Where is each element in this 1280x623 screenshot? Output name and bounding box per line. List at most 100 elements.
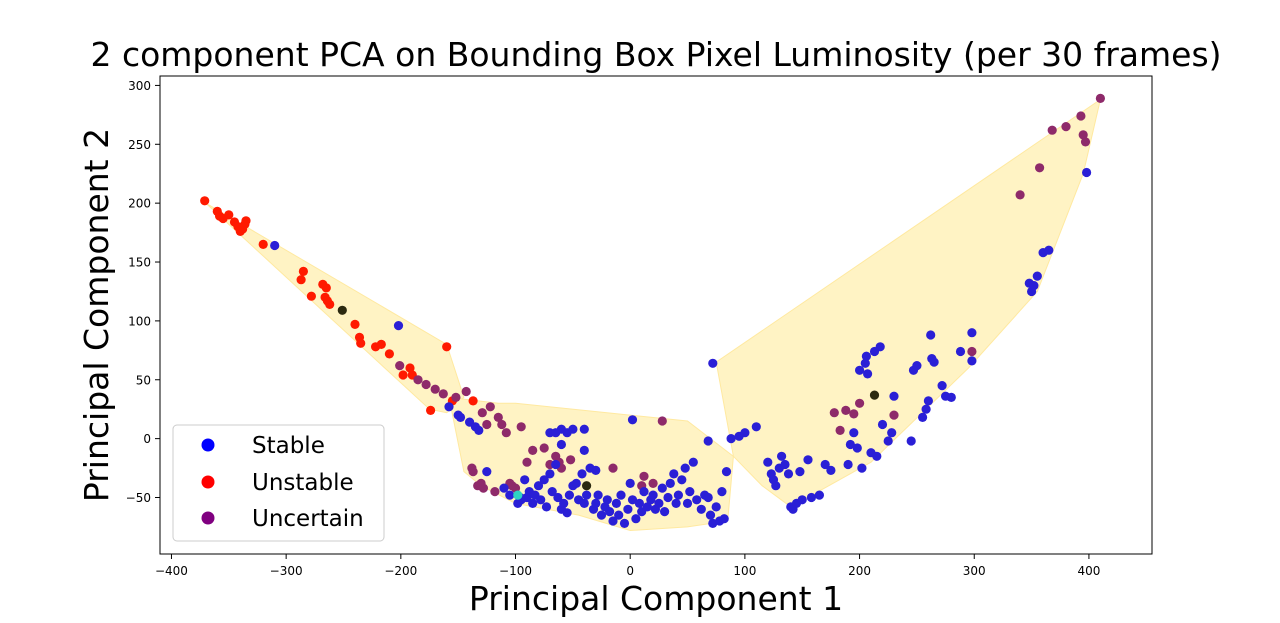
point-uncertain [478, 483, 488, 493]
point-stable [926, 330, 936, 340]
point-stable [719, 514, 729, 524]
point-stable [806, 492, 817, 503]
legend: Stable Unstable Uncertain [172, 424, 385, 542]
point-stable [579, 424, 589, 434]
x-tick-label: −300 [270, 564, 303, 578]
point-stable [657, 483, 667, 493]
point-unstable [376, 339, 386, 349]
point-series-3 [869, 390, 880, 400]
point-stable [826, 465, 836, 475]
y-tick-label: −50 [126, 491, 151, 505]
point-stable [551, 459, 561, 470]
point-unstable [405, 363, 415, 373]
point-stable [860, 358, 870, 368]
point-stable [634, 498, 645, 508]
point-stable [474, 425, 484, 435]
point-unstable [356, 338, 366, 348]
point-stable [627, 415, 638, 425]
point-stable [703, 436, 713, 446]
x-tick-label: −100 [499, 564, 532, 578]
y-tick-label: 0 [143, 432, 151, 446]
point-stable [923, 396, 934, 406]
x-tick-label: 0 [626, 564, 634, 578]
point-uncertain [889, 410, 899, 420]
point-uncertain [1078, 130, 1088, 140]
point-stable [1082, 167, 1092, 178]
point-uncertain [657, 416, 667, 426]
x-tick-label: −200 [384, 564, 417, 578]
y-tick-label: 250 [128, 138, 151, 152]
point-uncertain [849, 409, 859, 419]
point-stable [539, 475, 549, 485]
point-stable [547, 487, 557, 497]
point-stable [602, 495, 612, 505]
point-uncertain [648, 478, 658, 488]
point-stable [579, 498, 589, 508]
legend-marker-unstable [201, 475, 215, 489]
point-uncertain [855, 398, 865, 408]
point-stable [623, 504, 633, 514]
point-uncertain [1095, 93, 1105, 103]
point-stable [673, 490, 684, 500]
point-stable [593, 490, 603, 500]
point-stable [771, 481, 781, 491]
legend-marker-uncertain [201, 511, 215, 525]
point-uncertain [485, 402, 495, 412]
point-stable [937, 381, 947, 391]
point-series-4 [513, 490, 523, 500]
point-stable [642, 502, 653, 512]
point-stable [270, 240, 280, 251]
point-stable [887, 428, 897, 438]
point-stable [482, 467, 492, 477]
point-stable [967, 356, 977, 366]
point-stable [875, 342, 885, 352]
point-unstable [426, 405, 436, 415]
point-unstable [298, 266, 308, 276]
point-unstable [224, 210, 234, 220]
legend-label-uncertain: Uncertain [252, 506, 364, 532]
point-stable [564, 490, 575, 500]
point-stable [533, 481, 544, 491]
y-axis-ticks: −50 0 50 100 150 200 250 300 [126, 79, 160, 505]
point-stable [688, 457, 698, 467]
point-uncertain [522, 457, 532, 467]
point-uncertain [413, 375, 423, 385]
point-stable [556, 439, 567, 450]
point-uncertain [967, 346, 977, 357]
y-axis-label: Principal Component 2 [77, 128, 116, 502]
point-uncertain [1015, 190, 1025, 200]
point-uncertain [639, 471, 649, 481]
x-axis-label: Principal Component 1 [469, 579, 843, 618]
legend-label-stable: Stable [252, 433, 325, 459]
scatter-points [200, 93, 1105, 529]
point-stable [814, 490, 825, 500]
point-unstable [321, 283, 331, 293]
point-uncertain [490, 487, 500, 497]
point-stable [721, 467, 732, 477]
point-stable [393, 321, 404, 331]
point-stable [619, 518, 630, 529]
point-unstable [258, 239, 268, 249]
point-uncertain [1076, 111, 1086, 121]
point-stable [571, 478, 581, 488]
point-uncertain [501, 428, 511, 438]
point-stable [499, 483, 509, 493]
point-stable [797, 495, 807, 505]
point-stable [520, 475, 530, 485]
point-unstable [350, 319, 360, 329]
y-tick-label: 50 [136, 373, 151, 387]
chart-title: 2 component PCA on Bounding Box Pixel Lu… [90, 35, 1221, 74]
point-stable [582, 490, 592, 500]
point-stable [783, 469, 794, 479]
point-stable [536, 495, 546, 505]
point-unstable [442, 342, 452, 352]
point-stable [889, 391, 899, 401]
point-stable [541, 502, 552, 512]
point-uncertain [829, 408, 839, 418]
point-stable [780, 459, 790, 470]
point-stable [605, 507, 615, 517]
point-stable [696, 504, 706, 514]
point-stable [665, 478, 675, 488]
point-uncertain [1061, 122, 1071, 132]
